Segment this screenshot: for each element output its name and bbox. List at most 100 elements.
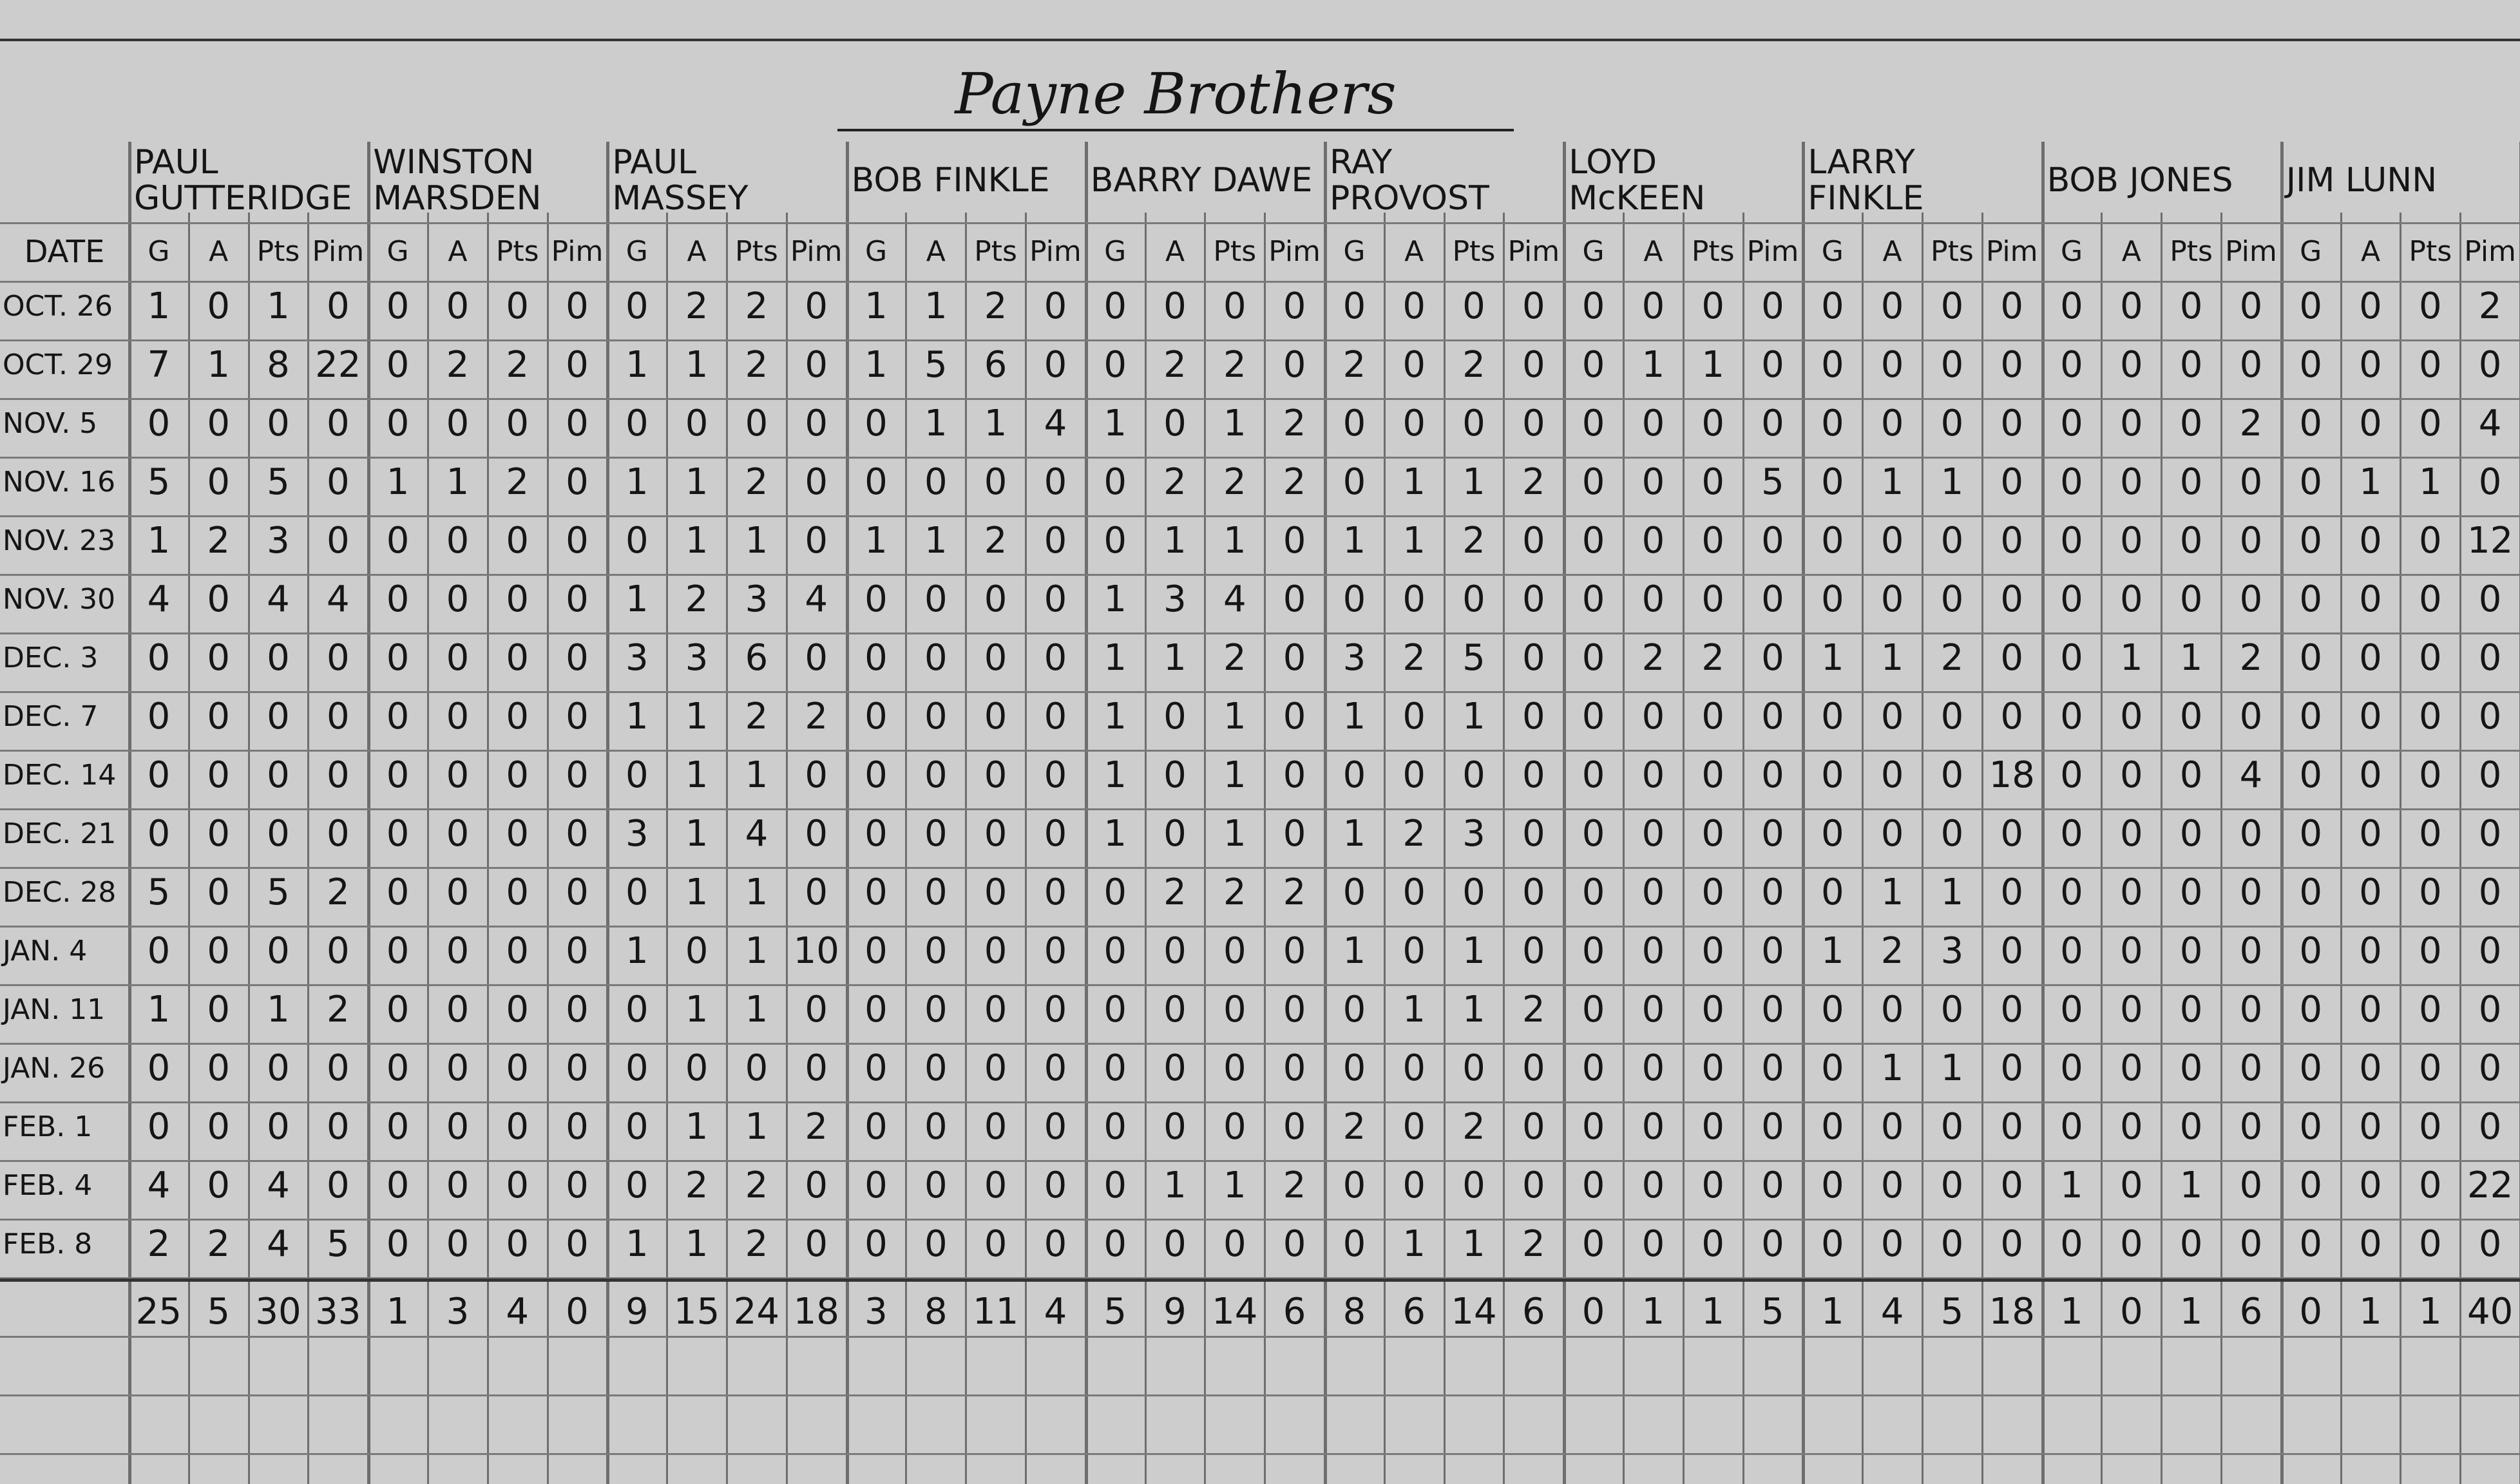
stat-value: 0 <box>745 1047 768 1089</box>
stat-value: 0 <box>1283 637 1306 679</box>
stat-value: 0 <box>1820 989 1844 1031</box>
stat-value: 4 <box>745 813 768 855</box>
stat-header: A <box>687 235 707 268</box>
stat-value: 2 <box>1283 461 1306 503</box>
stat-value: 0 <box>1581 285 1605 327</box>
stat-value: 0 <box>984 754 1007 796</box>
stat-value: 0 <box>506 520 530 562</box>
stat-value: 0 <box>2239 871 2263 913</box>
stat-value: 0 <box>2119 1106 2143 1148</box>
stat-value: 0 <box>386 285 410 327</box>
stat-value: 0 <box>1283 578 1306 620</box>
stat-value: 0 <box>2000 1047 2024 1089</box>
stat-value: 0 <box>2478 1106 2502 1148</box>
stat-header: A <box>1404 235 1424 268</box>
stat-value: 2 <box>745 1223 768 1265</box>
stat-value: 0 <box>1940 813 1964 855</box>
stat-value: 0 <box>326 461 350 503</box>
total-value: 18 <box>1989 1291 2035 1333</box>
stat-value: 0 <box>2000 344 2024 386</box>
stat-value: 0 <box>2060 930 2083 972</box>
stat-value: 2 <box>1522 1223 1545 1265</box>
stat-value: 0 <box>1641 813 1665 855</box>
stat-value: 0 <box>1581 1047 1605 1089</box>
stat-value: 0 <box>1701 1223 1725 1265</box>
stat-value: 4 <box>2478 403 2502 444</box>
stat-value: 0 <box>1044 813 1067 855</box>
stat-value: 2 <box>1522 989 1545 1031</box>
stat-value: 0 <box>2119 578 2143 620</box>
stat-value: 0 <box>1163 1223 1187 1265</box>
column-rule <box>2101 213 2103 1484</box>
player-name: PAUL GUTTERIDGE <box>134 143 352 218</box>
stat-value: 2 <box>1462 520 1485 562</box>
stat-value: 0 <box>2000 285 2024 327</box>
stat-value: 5 <box>267 871 290 913</box>
stat-value: 0 <box>566 403 589 444</box>
game-date: NOV. 23 <box>3 524 116 557</box>
stat-header: Pim <box>1029 235 1082 268</box>
stat-value: 0 <box>1761 1165 1784 1206</box>
stat-value: 0 <box>1761 989 1784 1031</box>
stat-value: 0 <box>207 403 231 444</box>
player-name: RAY PROVOST <box>1330 143 1489 218</box>
stat-value: 2 <box>1462 1106 1485 1148</box>
stat-value: 1 <box>625 578 649 620</box>
stat-value: 0 <box>1581 871 1605 913</box>
stat-value: 0 <box>2359 1223 2382 1265</box>
stat-value: 1 <box>685 754 709 796</box>
stat-value: 2 <box>984 285 1007 327</box>
stat-value: 0 <box>924 813 948 855</box>
stat-value: 0 <box>2119 989 2143 1031</box>
row-rule <box>0 867 2520 869</box>
stat-value: 0 <box>1103 1223 1127 1265</box>
column-rule <box>666 213 669 1484</box>
stat-value: 5 <box>924 344 948 386</box>
row-rule <box>0 1336 2520 1338</box>
stat-value: 0 <box>207 1106 231 1148</box>
stat-value: 0 <box>1641 871 1665 913</box>
stat-value: 0 <box>685 1047 709 1089</box>
stat-header: G <box>864 235 888 268</box>
stat-value: 0 <box>1641 520 1665 562</box>
stat-value: 0 <box>1044 989 1067 1031</box>
stat-value: 0 <box>1581 1106 1605 1148</box>
stat-header: A <box>1165 235 1185 268</box>
stat-value: 1 <box>2179 637 2203 679</box>
stat-value: 0 <box>1103 1165 1127 1206</box>
stat-value: 3 <box>1940 930 1964 972</box>
stat-value: 0 <box>2359 285 2382 327</box>
stat-header: Pts <box>974 235 1017 268</box>
game-date: JAN. 4 <box>3 935 88 967</box>
stat-value: 5 <box>267 461 290 503</box>
stat-value: 0 <box>1581 989 1605 1031</box>
stat-value: 4 <box>1223 578 1246 620</box>
stat-value: 0 <box>2418 989 2442 1031</box>
stat-value: 0 <box>2478 461 2502 503</box>
stat-value: 2 <box>1462 344 1485 386</box>
stat-value: 0 <box>446 813 470 855</box>
stat-value: 0 <box>1103 871 1127 913</box>
stat-value: 0 <box>984 1106 1007 1148</box>
column-rule <box>1144 213 1147 1484</box>
row-rule <box>0 457 2520 459</box>
stat-value: 2 <box>1163 871 1187 913</box>
stat-value: 0 <box>864 637 888 679</box>
stat-value: 0 <box>1462 285 1485 327</box>
total-value: 1 <box>1641 1291 1665 1333</box>
stat-value: 0 <box>2179 1106 2203 1148</box>
stat-value: 0 <box>326 285 350 327</box>
stat-value: 0 <box>147 1047 171 1089</box>
stat-value: 0 <box>1820 520 1844 562</box>
row-rule <box>0 1101 2520 1103</box>
stat-value: 1 <box>1820 930 1844 972</box>
stat-value: 3 <box>625 637 649 679</box>
stat-value: 0 <box>1761 1106 1784 1148</box>
stat-value: 0 <box>2478 871 2502 913</box>
stat-header: A <box>926 235 946 268</box>
stat-value: 0 <box>1402 930 1426 972</box>
total-value: 3 <box>446 1291 470 1333</box>
row-rule <box>0 281 2520 283</box>
stat-value: 0 <box>2418 930 2442 972</box>
stat-value: 0 <box>1940 1223 1964 1265</box>
